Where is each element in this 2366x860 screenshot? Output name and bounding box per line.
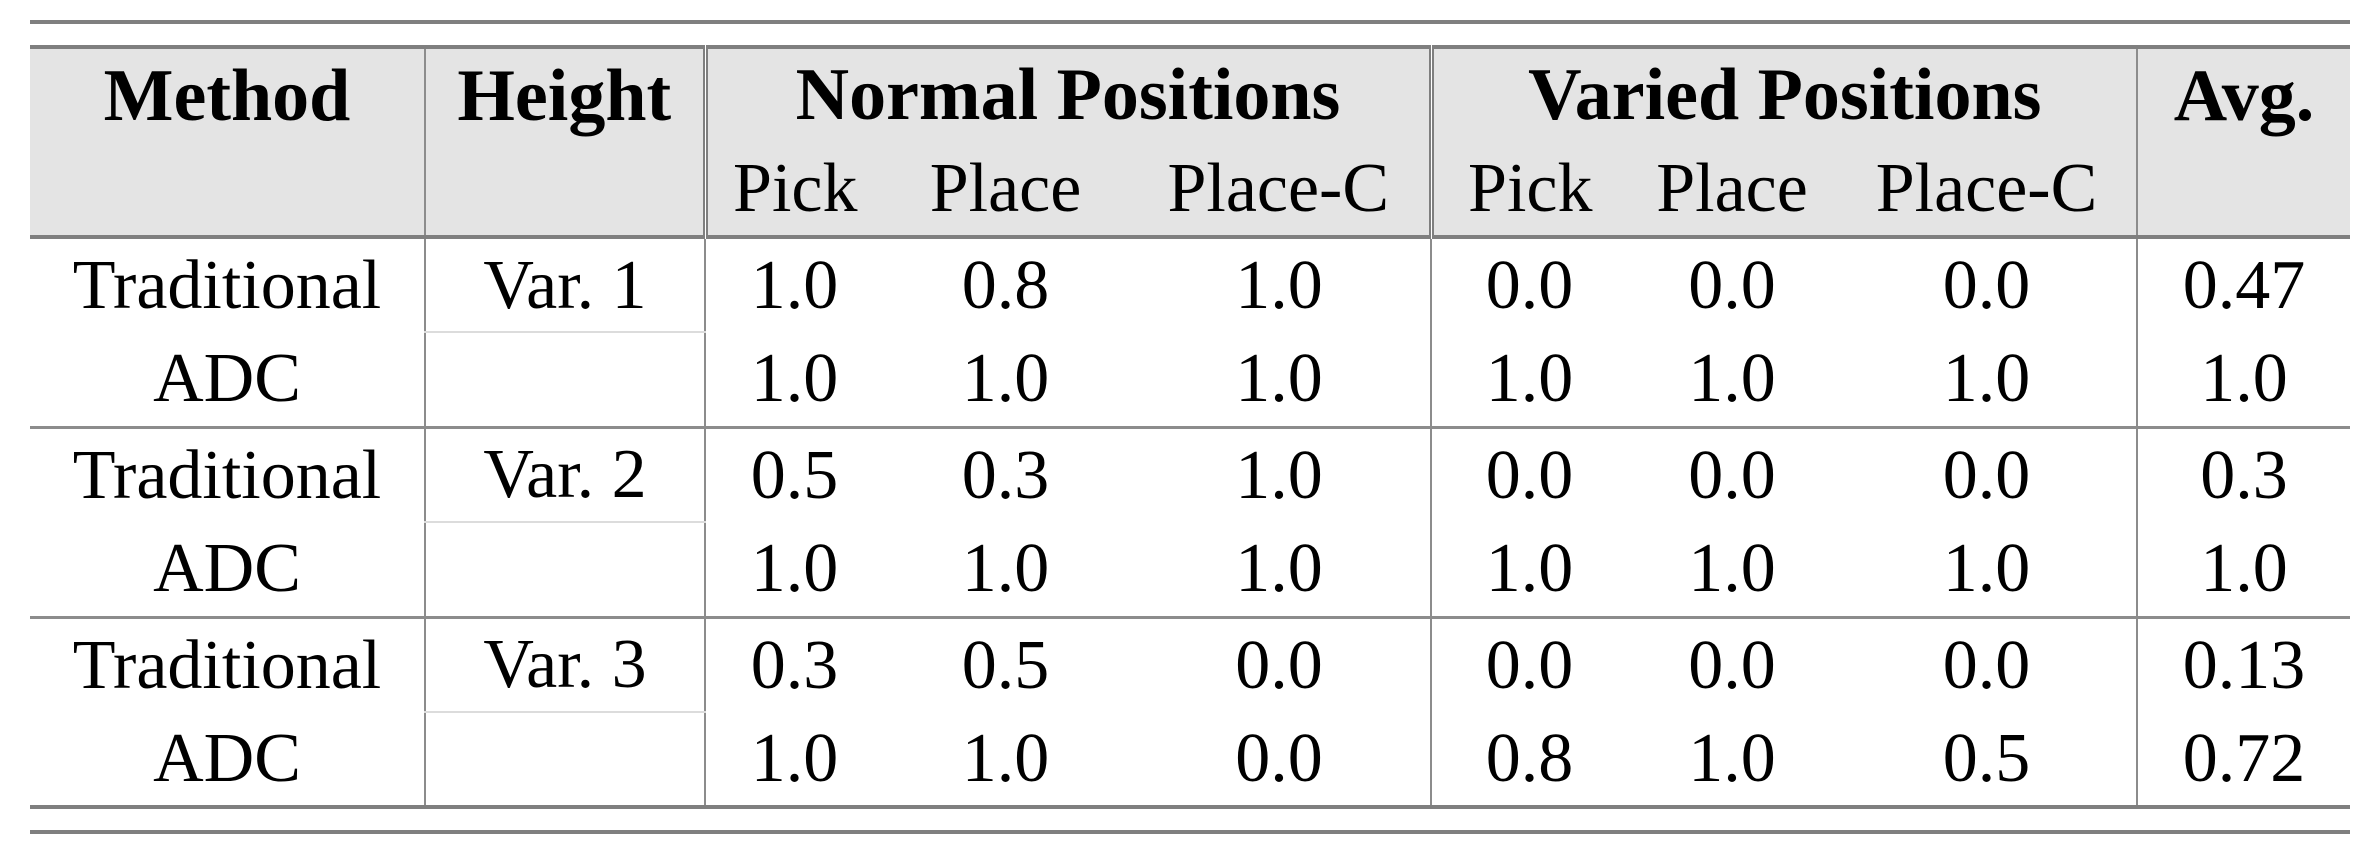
score-normal-pick: 1.0 — [704, 237, 883, 332]
score-normal-place: 1.0 — [883, 522, 1128, 619]
score-normal-place-c: 1.0 — [1128, 522, 1431, 619]
cell-height-empty — [424, 332, 705, 429]
results-table: Method Height Normal Positions Varied Po… — [30, 45, 2351, 809]
table-area: Method Height Normal Positions Varied Po… — [30, 20, 2351, 834]
score-avg: 1.0 — [2136, 332, 2351, 429]
col-group-normal-positions: Normal Positions — [702, 47, 1431, 142]
subcol-normal-pick: Pick — [702, 142, 883, 239]
score-normal-place-c: 1.0 — [1235, 247, 1323, 324]
score-normal-place: 1.0 — [961, 720, 1050, 797]
cell-height: Var. 3 — [424, 617, 705, 713]
score-normal-pick: 0.3 — [704, 617, 883, 712]
score-varied-place-c: 1.0 — [1837, 332, 2138, 429]
col-header-height: Height — [424, 47, 705, 239]
score-varied-pick: 0.0 — [1430, 427, 1627, 522]
score-normal-pick: 1.0 — [704, 332, 883, 429]
col-header-avg: Avg. — [2136, 47, 2351, 239]
subcol-varied-pick: Pick — [1428, 142, 1627, 239]
row-var2-adc: ADC 1.0 1.0 1.0 1.0 1.0 1.0 1.0 — [30, 522, 2351, 619]
subcol-varied-place: Place — [1627, 142, 1837, 239]
cell-height-empty — [424, 522, 705, 619]
score-normal-place-c: 1.0 — [1235, 436, 1323, 514]
score-normal-place: 0.8 — [961, 247, 1050, 324]
score-normal-place-c: 0.0 — [1235, 626, 1323, 704]
score-normal-place-c: 1.0 — [1128, 332, 1431, 429]
score-varied-pick: 1.0 — [1430, 332, 1627, 429]
score-varied-place-c: 0.5 — [1942, 720, 2031, 797]
header-group-row: Method Height Normal Positions Varied Po… — [30, 47, 2351, 239]
col-header-method: Method — [30, 47, 425, 239]
header-sub-row: Pick Place Place-C Pick Place Place-C — [30, 142, 2350, 239]
cell-method: Traditional — [72, 436, 382, 514]
score-varied-place: 1.0 — [1688, 720, 1776, 797]
score-avg: 0.13 — [2136, 617, 2351, 712]
score-varied-pick: 1.0 — [1430, 522, 1627, 619]
score-avg: 0.3 — [2136, 427, 2351, 522]
cell-height-empty — [424, 712, 705, 807]
score-normal-place: 0.5 — [961, 626, 1050, 704]
score-varied-pick: 0.8 — [1430, 712, 1627, 807]
col-group-varied-positions: Varied Positions — [1428, 47, 2138, 142]
row-var3-adc: ADC 1.0 1.0 0.0 0.8 1.0 0.5 0.72 — [30, 712, 2351, 807]
score-varied-place: 1.0 — [1627, 522, 1837, 619]
subcol-varied-place-c-highlighted: Place-C — [1837, 142, 2138, 239]
score-varied-place-c: 0.0 — [1942, 436, 2031, 514]
row-var2-traditional: Traditional Var. 2 0.5 0.3 1.0 0.0 0.0 0… — [30, 427, 2351, 523]
score-avg: 0.72 — [2136, 712, 2351, 807]
col-header-avg-label: Avg. — [2173, 54, 2315, 137]
cell-height: Var. 2 — [424, 427, 705, 523]
score-varied-place: 0.0 — [1688, 247, 1776, 324]
cell-method: ADC — [153, 720, 301, 797]
cell-method: ADC — [30, 522, 425, 619]
score-normal-pick: 1.0 — [704, 522, 883, 619]
score-varied-place: 1.0 — [1627, 332, 1837, 429]
col-header-method-label: Method — [103, 54, 351, 137]
score-varied-pick: 0.0 — [1430, 617, 1627, 712]
score-varied-place-c: 1.0 — [1837, 522, 2138, 619]
col-header-height-label: Height — [457, 54, 672, 137]
score-avg: 0.47 — [2136, 237, 2351, 332]
score-varied-place-c: 0.0 — [1942, 247, 2031, 324]
score-normal-place: 1.0 — [883, 332, 1128, 429]
row-var3-traditional: Traditional Var. 3 0.3 0.5 0.0 0.0 0.0 0… — [30, 617, 2351, 713]
score-varied-place: 0.0 — [1688, 436, 1776, 514]
score-normal-place: 0.3 — [961, 436, 1050, 514]
score-varied-place-c: 0.0 — [1942, 626, 2031, 704]
outer-bottom-rule — [30, 830, 2350, 834]
score-varied-pick: 0.0 — [1430, 237, 1627, 332]
row-var1-traditional: Traditional Var. 1 1.0 0.8 1.0 0.0 0.0 0… — [30, 237, 2351, 333]
outer-top-rule — [30, 20, 2350, 24]
subcol-normal-place: Place — [883, 142, 1128, 239]
score-varied-place: 0.0 — [1688, 626, 1776, 704]
cell-height: Var. 1 — [424, 237, 705, 333]
cell-method: Traditional — [72, 247, 382, 324]
cell-method: Traditional — [72, 626, 382, 704]
cell-method: ADC — [30, 332, 425, 429]
score-normal-place-c: 0.0 — [1235, 720, 1323, 797]
score-normal-pick: 0.5 — [704, 427, 883, 522]
score-avg: 1.0 — [2136, 522, 2351, 619]
subcol-normal-place-c-highlighted: Place-C — [1128, 142, 1431, 239]
row-var1-adc: ADC 1.0 1.0 1.0 1.0 1.0 1.0 1.0 — [30, 332, 2351, 429]
score-normal-pick: 1.0 — [704, 712, 883, 807]
